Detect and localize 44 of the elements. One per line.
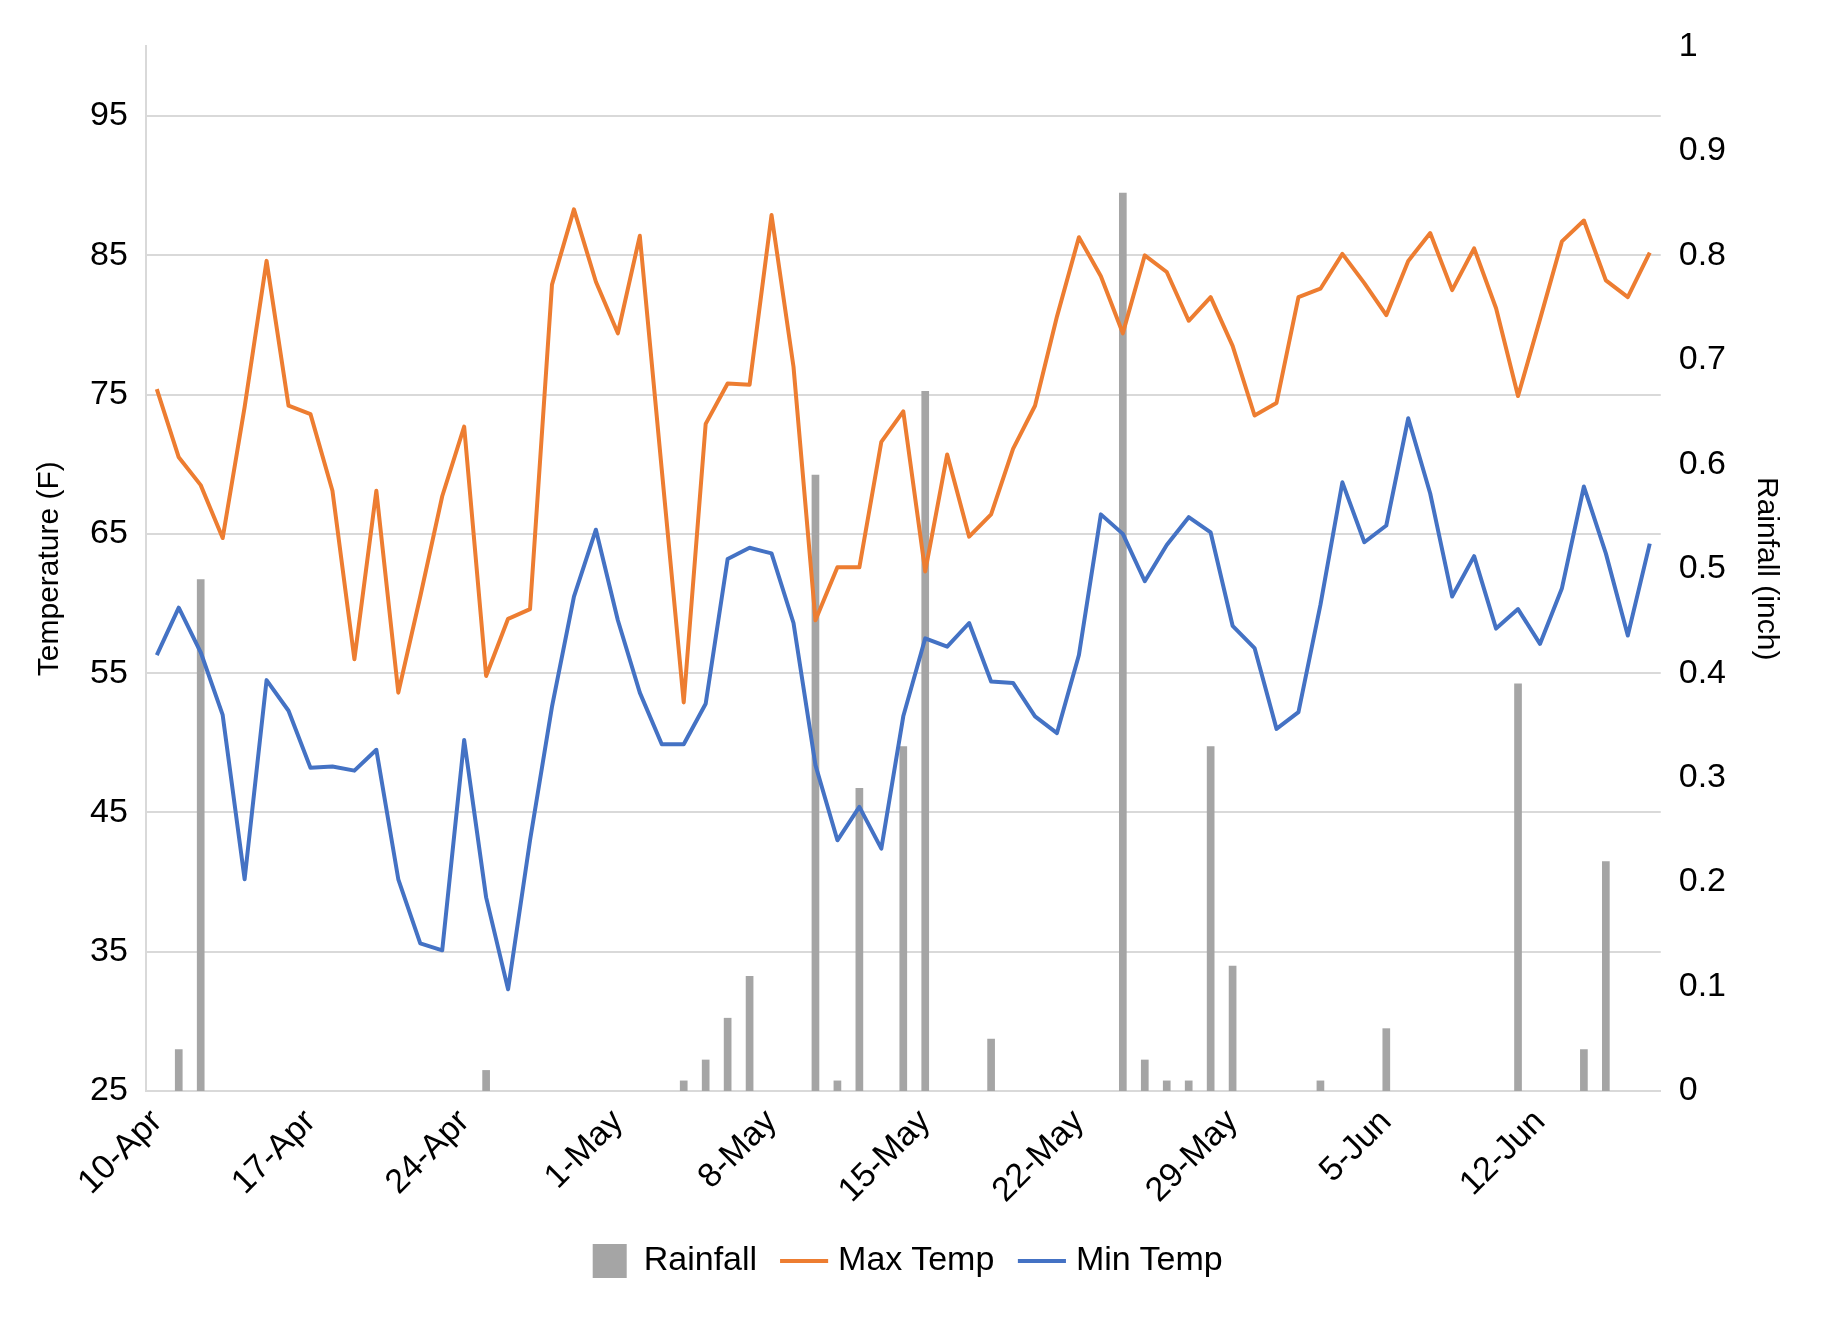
bar [745,976,754,1091]
bar [1228,965,1237,1091]
y2-tick-label: 0.9 [1678,129,1726,168]
y-tick-label: 45 [89,790,128,829]
bar [1514,683,1522,1091]
bar [174,1049,183,1091]
y2-tick-label: 0.3 [1678,755,1726,794]
y2-tick-label: 0.1 [1678,964,1726,1003]
bar [1382,1028,1391,1091]
y2-tick-label: 0 [1678,1069,1698,1108]
y-tick-label: 75 [89,372,128,411]
bar [1580,1049,1588,1091]
y2-tick-label: 0.2 [1678,860,1726,899]
y2-tick-label: 1 [1678,24,1698,63]
y2-tick-label: 0.7 [1678,338,1726,377]
y-tick-label: 95 [89,94,128,133]
y-tick-label: 25 [89,1069,128,1108]
y2-tick-label: 0.4 [1678,651,1726,690]
y-tick-label: 85 [89,233,128,272]
bar [482,1070,490,1091]
bar [723,1017,732,1091]
bar [899,746,908,1091]
bar [1162,1080,1171,1091]
bar [679,1080,688,1091]
bar [987,1038,995,1091]
y-tick-label: 65 [89,512,128,551]
bar [921,391,930,1091]
y2-tick-label: 0.5 [1678,547,1726,586]
y2-tick-label: 0.6 [1678,442,1726,481]
bar [1140,1059,1149,1091]
bar [196,579,205,1091]
bar [701,1059,710,1091]
y2-axis-title: Rainfall (inch) [1751,476,1785,661]
bar [1184,1080,1193,1091]
legend-label: Max Temp [838,1239,995,1278]
bar [1206,746,1215,1091]
legend-label: Min Temp [1075,1239,1223,1278]
legend-label: Rainfall [643,1239,758,1278]
bar [1602,861,1610,1091]
y-tick-label: 55 [89,651,128,690]
bar [1118,192,1127,1091]
y-axis-title: Temperature (F) [31,461,65,677]
y-tick-label: 35 [89,930,128,969]
y2-tick-label: 0.8 [1678,233,1726,272]
